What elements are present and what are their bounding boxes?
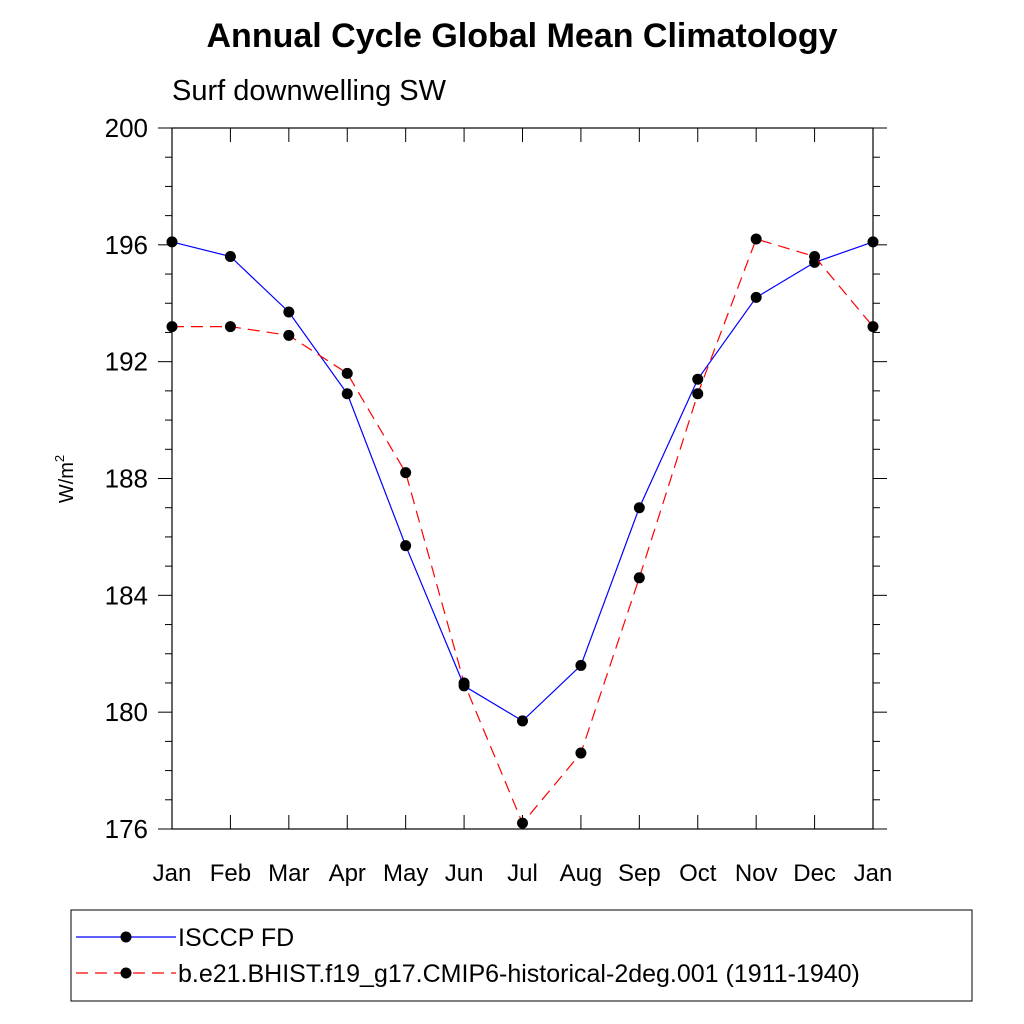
chart-subtitle: Surf downwelling SW [172, 75, 447, 107]
x-tick-label: Jun [445, 860, 484, 887]
data-point [692, 373, 704, 385]
data-point [633, 572, 645, 584]
data-point [575, 659, 587, 671]
data-point [867, 236, 879, 248]
x-tick-label: Nov [735, 860, 778, 887]
y-tick-label: 196 [105, 230, 148, 260]
x-tick-label: May [383, 860, 428, 887]
x-tick-label: Feb [210, 860, 251, 887]
data-point [341, 388, 353, 400]
data-point [750, 233, 762, 245]
y-axis-label-text: W/m [56, 462, 78, 503]
x-tick-label: Oct [679, 860, 717, 887]
legend-items: ISCCP FD b.e21.BHIST.f19_g17.CMIP6-histor… [76, 924, 860, 988]
series-line [172, 238, 874, 825]
x-tick-label: Aug [560, 860, 603, 887]
data-point [400, 467, 412, 479]
x-tick-label: Apr [329, 860, 366, 887]
legend-label: b.e21.BHIST.f19_g17.CMIP6-historical-2de… [178, 960, 860, 988]
data-point [224, 251, 236, 263]
data-point [692, 388, 704, 400]
data-point [750, 291, 762, 303]
y-tick-label: 184 [105, 580, 148, 610]
data-point [575, 747, 587, 759]
data-point [517, 817, 528, 829]
y-tick-label: 192 [105, 347, 148, 377]
data-point [166, 321, 178, 333]
data-point [458, 677, 470, 689]
data-point [224, 321, 236, 333]
y-tick-label: 200 [105, 113, 148, 143]
x-tick-label: Mar [268, 860, 309, 887]
data-point [809, 251, 821, 263]
legend-label: ISCCP FD [178, 924, 294, 952]
series-line [171, 241, 874, 722]
y-tick-label: 188 [105, 464, 148, 494]
legend-marker [120, 967, 132, 979]
chart-title: Annual Cycle Global Mean Climatology [207, 17, 838, 55]
x-tick-label: Jul [507, 860, 538, 887]
data-point [341, 367, 353, 379]
y-axis-label-superscript: 2 [52, 455, 67, 462]
series-layer [166, 233, 879, 829]
data-point [517, 715, 528, 727]
data-point [867, 321, 879, 333]
x-tick-label: Sep [618, 860, 661, 887]
data-point [633, 502, 645, 514]
y-tick-label: 176 [105, 814, 148, 844]
legend-marker [120, 931, 132, 943]
data-point [400, 540, 412, 552]
x-tick-label: Jan [854, 860, 893, 887]
x-tick-label: Dec [793, 860, 836, 887]
y-axis-label: W/m2 [52, 455, 78, 503]
axes: Jan Feb Mar Apr May Jun Jul Aug Sep Oct Nov Dec Jan1… [105, 113, 893, 887]
y-tick-label: 180 [105, 697, 148, 727]
legend-box [70, 909, 973, 1002]
x-tick-label: Jan [153, 860, 192, 887]
data-point [283, 329, 295, 341]
data-point [283, 306, 295, 318]
data-point [166, 236, 178, 248]
legend: ISCCP FD b.e21.BHIST.f19_g17.CMIP6-histor… [70, 909, 973, 1002]
